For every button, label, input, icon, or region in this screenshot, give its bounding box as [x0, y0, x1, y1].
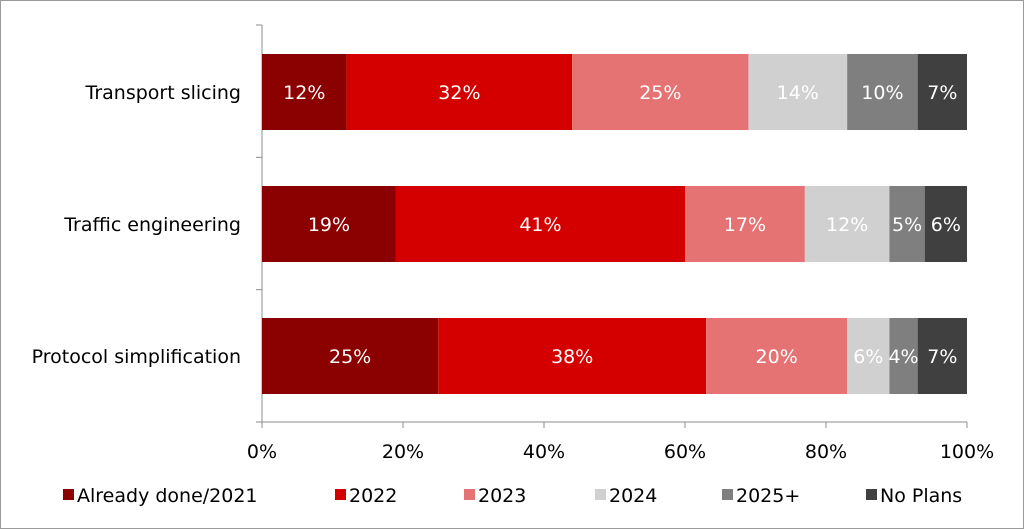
- bar-segment: [889, 318, 918, 394]
- bar-segment: [346, 54, 573, 130]
- bar-segment: [572, 54, 749, 130]
- data-label: 6%: [931, 214, 961, 236]
- bar-segment: [924, 186, 967, 262]
- bar-segment: [685, 186, 805, 262]
- legend-swatch: [464, 489, 475, 500]
- x-tick-label: 100%: [940, 441, 994, 463]
- data-label: 4%: [888, 346, 918, 368]
- data-label: 14%: [777, 82, 819, 104]
- data-label: 12%: [826, 214, 868, 236]
- legend-label: 2023: [478, 485, 526, 507]
- bar-segment: [917, 54, 967, 130]
- legend-label: 2022: [349, 485, 397, 507]
- legend-swatch: [63, 489, 74, 500]
- bar-segment: [889, 186, 925, 262]
- legend-swatch: [722, 489, 733, 500]
- data-label: 32%: [438, 82, 480, 104]
- data-label: 41%: [519, 214, 561, 236]
- data-label: 20%: [756, 346, 798, 368]
- data-label: 5%: [892, 214, 922, 236]
- x-tick-label: 20%: [382, 441, 424, 463]
- data-label: 17%: [724, 214, 766, 236]
- legend-swatch: [335, 489, 346, 500]
- data-label: 25%: [329, 346, 371, 368]
- bar-segment: [395, 186, 685, 262]
- bar-segment: [262, 186, 396, 262]
- category-label: Protocol simplification: [32, 346, 241, 368]
- bar-segment: [847, 54, 918, 130]
- legend-label: Already done/2021: [77, 485, 258, 507]
- bar-segment: [917, 318, 967, 394]
- bar-segment: [804, 186, 890, 262]
- data-label: 10%: [861, 82, 903, 104]
- bar-segment: [262, 54, 347, 130]
- legend-swatch: [595, 489, 606, 500]
- legend-swatch: [866, 489, 877, 500]
- legend-label: No Plans: [880, 485, 962, 507]
- legend-label: 2024: [609, 485, 657, 507]
- x-tick-label: 0%: [247, 441, 277, 463]
- bar-segment: [262, 318, 439, 394]
- x-tick-label: 60%: [664, 441, 706, 463]
- bar-segment: [438, 318, 707, 394]
- bar-segment: [847, 318, 890, 394]
- data-label: 38%: [551, 346, 593, 368]
- category-label: Transport slicing: [85, 82, 241, 104]
- x-tick-label: 40%: [523, 441, 565, 463]
- data-label: 6%: [853, 346, 883, 368]
- bar-segment: [706, 318, 848, 394]
- category-label: Traffic engineering: [63, 214, 241, 236]
- data-label: 25%: [639, 82, 681, 104]
- data-label: 7%: [927, 346, 957, 368]
- bar-segment: [748, 54, 848, 130]
- legend-label: 2025+: [736, 485, 800, 507]
- data-label: 7%: [927, 82, 957, 104]
- x-tick-label: 80%: [805, 441, 847, 463]
- data-label: 12%: [283, 82, 325, 104]
- data-label: 19%: [308, 214, 350, 236]
